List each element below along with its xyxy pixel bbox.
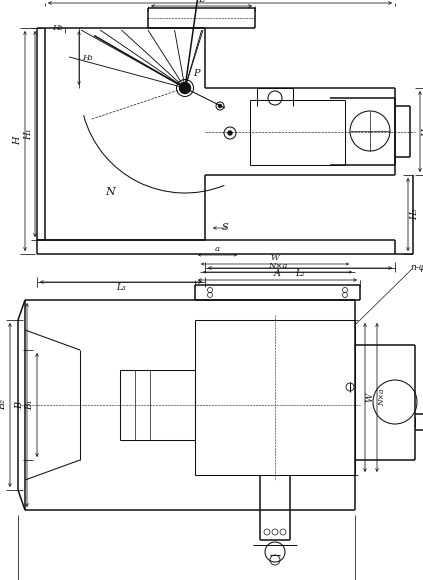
Text: P: P: [193, 69, 200, 78]
Text: A: A: [274, 269, 281, 277]
Text: H₃: H₃: [82, 54, 92, 62]
Text: L: L: [198, 0, 204, 5]
Text: H₂: H₂: [52, 24, 62, 32]
Text: L₃: L₃: [116, 284, 126, 292]
Text: B₁: B₁: [25, 400, 35, 410]
Text: B₂: B₂: [0, 400, 8, 411]
Text: W: W: [365, 393, 374, 402]
Text: N×a: N×a: [268, 262, 287, 270]
Text: S: S: [222, 223, 228, 232]
Text: N×a: N×a: [378, 389, 386, 406]
Text: H: H: [14, 137, 22, 145]
Text: N: N: [105, 187, 115, 197]
Text: L₂: L₂: [295, 270, 305, 278]
Circle shape: [219, 104, 222, 107]
Circle shape: [179, 82, 190, 93]
Text: W: W: [271, 254, 279, 262]
Text: n-φ: n-φ: [410, 263, 423, 271]
Text: a: a: [214, 245, 220, 253]
Text: B: B: [16, 401, 25, 408]
Circle shape: [228, 131, 232, 135]
Text: H₅: H₅: [410, 209, 420, 220]
Text: H₁: H₁: [25, 128, 33, 140]
